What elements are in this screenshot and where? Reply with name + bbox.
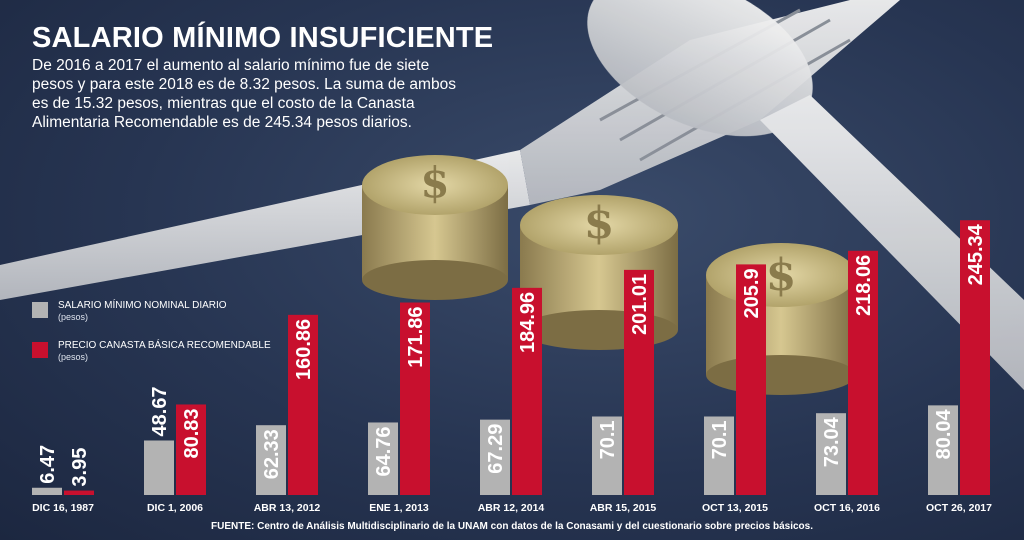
bar-salario-0 <box>32 487 62 495</box>
legend-unit-salario: (pesos) <box>58 312 89 322</box>
bar-canasta-1 <box>176 404 206 495</box>
bar-label-canasta-5: 201.01 <box>629 274 651 335</box>
bar-salario-4 <box>480 419 510 495</box>
legend-label-canasta: PRECIO CANASTA BÁSICA RECOMENDABLE <box>58 340 271 351</box>
bar-label-salario-8: 80.04 <box>933 408 955 459</box>
intro-text: De 2016 a 2017 el aumento al salario mín… <box>32 57 456 131</box>
category-label-4: ABR 12, 2014 <box>478 502 545 514</box>
bar-label-canasta-6: 205.9 <box>741 268 763 318</box>
bar-canasta-7 <box>848 250 878 495</box>
bar-label-salario-3: 64.76 <box>373 426 395 476</box>
bar-label-salario-0: 6.47 <box>37 445 59 484</box>
chart-title: SALARIO MÍNIMO INSUFICIENTE <box>32 22 494 54</box>
category-label-5: ABR 15, 2015 <box>590 502 657 514</box>
bar-salario-7 <box>816 413 846 495</box>
category-label-8: OCT 26, 2017 <box>926 502 992 514</box>
category-label-0: DIC 16, 1987 <box>32 502 94 514</box>
category-label-7: OCT 16, 2016 <box>814 502 880 514</box>
bar-canasta-4 <box>512 287 542 495</box>
bar-label-canasta-3: 171.86 <box>405 307 427 368</box>
bar-label-salario-4: 67.29 <box>485 424 507 474</box>
legend-swatch-canasta <box>32 342 48 358</box>
legend-unit-canasta: (pesos) <box>58 352 89 362</box>
bar-canasta-0 <box>64 490 94 495</box>
bar-label-salario-2: 62.33 <box>261 429 283 479</box>
bar-salario-8 <box>928 405 958 495</box>
coin-stack-icon: $ <box>362 155 508 300</box>
bar-label-salario-6: 70.1 <box>709 420 731 459</box>
bar-canasta-8 <box>960 220 990 496</box>
bar-canasta-6 <box>736 264 766 495</box>
bar-salario-5 <box>592 416 622 495</box>
category-label-1: DIC 1, 2006 <box>147 502 203 514</box>
svg-text:$: $ <box>584 198 615 249</box>
bar-canasta-5 <box>624 269 654 495</box>
bar-canasta-3 <box>400 302 430 495</box>
bar-label-salario-1: 48.67 <box>149 386 171 436</box>
svg-text:$: $ <box>420 158 449 207</box>
bar-label-canasta-2: 160.86 <box>293 319 315 380</box>
bar-label-salario-5: 70.1 <box>597 420 619 459</box>
svg-text:$: $ <box>766 250 797 301</box>
legend-label-salario: SALARIO MÍNIMO NOMINAL DIARIO <box>58 300 227 311</box>
category-label-2: ABR 13, 2012 <box>254 502 321 514</box>
source-note: FUENTE: Centro de Análisis Multidiscipli… <box>211 521 813 532</box>
bar-salario-6 <box>704 416 734 495</box>
spoon-icon <box>587 0 1024 390</box>
bar-label-canasta-8: 245.34 <box>965 223 987 285</box>
category-label-6: OCT 13, 2015 <box>702 502 768 514</box>
bar-salario-3 <box>368 422 398 495</box>
bar-canasta-2 <box>288 314 318 495</box>
bar-label-canasta-7: 218.06 <box>853 255 875 316</box>
bar-label-salario-7: 73.04 <box>821 416 843 467</box>
bar-label-canasta-0: 3.95 <box>69 448 91 487</box>
category-label-3: ENE 1, 2013 <box>369 502 429 514</box>
bar-salario-2 <box>256 425 286 495</box>
bar-salario-1 <box>144 440 174 495</box>
bar-label-canasta-4: 184.96 <box>517 292 539 353</box>
bar-label-canasta-1: 80.83 <box>181 408 203 458</box>
legend-swatch-salario <box>32 302 48 318</box>
